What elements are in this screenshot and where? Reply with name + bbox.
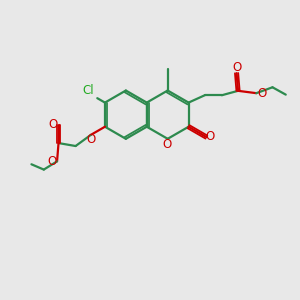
Text: O: O bbox=[47, 155, 56, 168]
Text: O: O bbox=[49, 118, 58, 131]
Text: Cl: Cl bbox=[82, 84, 94, 97]
Text: O: O bbox=[232, 61, 241, 74]
Text: O: O bbox=[162, 138, 171, 151]
Text: O: O bbox=[205, 130, 214, 143]
Text: O: O bbox=[257, 87, 266, 100]
Text: O: O bbox=[86, 133, 95, 146]
